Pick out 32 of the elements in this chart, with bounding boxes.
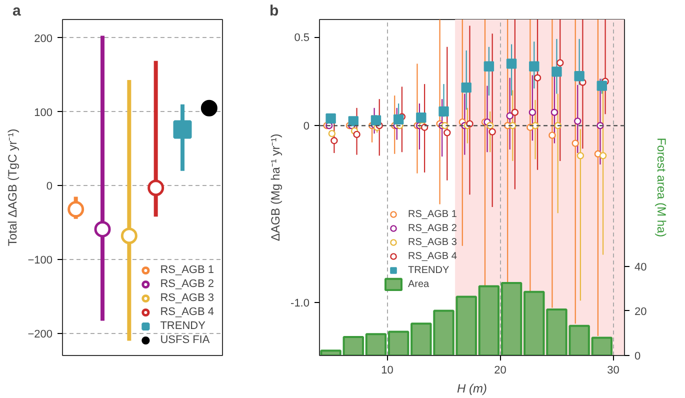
legend-label: RS_AGB 4 [408, 250, 457, 262]
y-tick-label: 200 [34, 32, 53, 45]
legend-label: RS_AGB 1 [408, 208, 457, 220]
y-tick-label: 0.5 [294, 32, 310, 44]
x-tick-label: 20 [494, 364, 506, 376]
y2-axis-title: Forest area (M ha) [654, 138, 669, 238]
x-tick-label: 30 [607, 364, 620, 376]
legend-label: RS_AGB 3 [408, 236, 457, 248]
legend-label: RS_AGB 2 [160, 278, 214, 290]
y-axis-title: Total ΔAGB (TgC yr⁻¹) [6, 128, 20, 246]
legend-label: RS_AGB 1 [160, 264, 214, 276]
chart-title: a [12, 2, 22, 20]
legend-label: RS_AGB 4 [160, 306, 214, 318]
x-tick-label: 10 [381, 364, 394, 376]
y-tick-label: 0 [303, 120, 310, 133]
y-tick-label: −200 [28, 328, 53, 340]
y-tick-label: 0 [46, 180, 53, 193]
legend-label: RS_AGB 3 [160, 292, 214, 304]
x-axis-title: H (m) [457, 382, 488, 396]
legend-label: Area [408, 278, 430, 290]
legend-label: TRENDY [408, 264, 450, 276]
legend-label: RS_AGB 2 [408, 222, 457, 234]
y-tick-label: -1.0 [290, 297, 310, 310]
y-tick-label: −100 [28, 254, 53, 266]
y2-tick-label: 40 [634, 261, 647, 274]
chart-title: b [270, 2, 279, 20]
y2-tick-label: 0 [634, 350, 641, 362]
y-axis-title: ΔAGB (Mg ha⁻¹ yr⁻¹) [268, 134, 283, 242]
y2-tick-label: 20 [634, 306, 647, 318]
y-tick-label: 100 [34, 106, 53, 119]
legend-label: USFS FIA [160, 334, 210, 346]
legend-label: TRENDY [160, 320, 206, 332]
